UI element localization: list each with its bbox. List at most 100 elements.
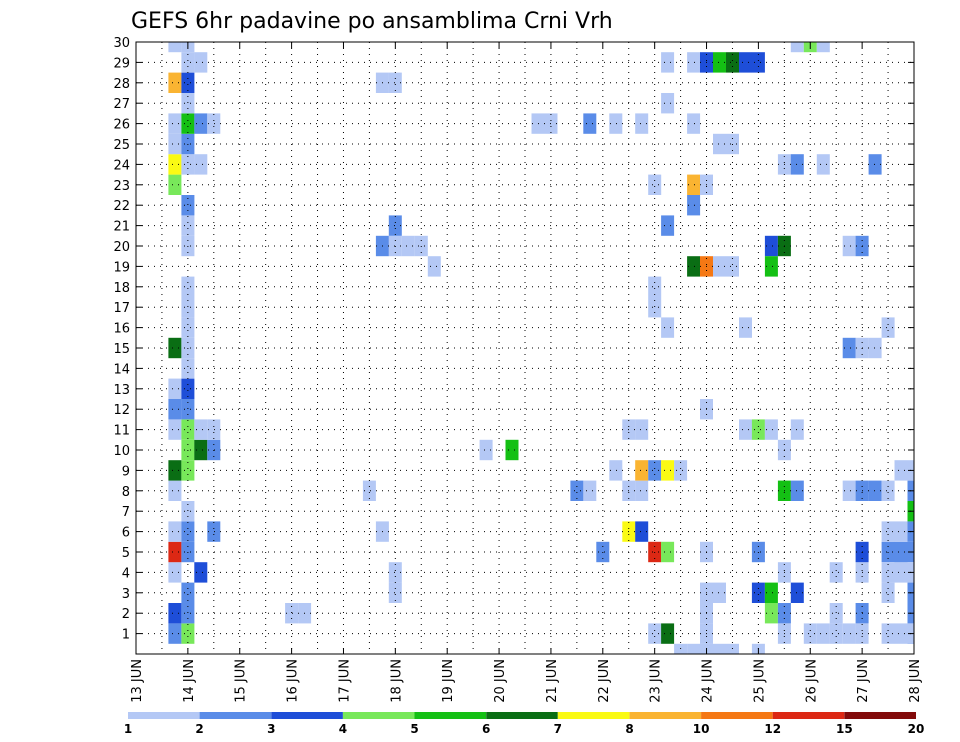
- heatmap-cell: [648, 276, 662, 297]
- heatmap-cell: [894, 623, 908, 644]
- heatmap-cell: [661, 93, 675, 114]
- x-tick-label: 26 JUN: [804, 659, 819, 703]
- heatmap-cell: [894, 460, 908, 481]
- heatmap-cell: [583, 480, 597, 501]
- heatmap-cell: [181, 378, 195, 399]
- heatmap-cell: [881, 521, 895, 542]
- y-tick-label: 13: [113, 383, 130, 398]
- heatmap-cell: [194, 419, 208, 440]
- heatmap-cell: [868, 337, 882, 359]
- heatmap-cell: [168, 399, 182, 420]
- legend-label: 7: [554, 722, 562, 736]
- heatmap-cell: [687, 52, 701, 73]
- heatmap-cell: [168, 480, 182, 501]
- heatmap-cell: [674, 460, 688, 481]
- y-tick-label: 17: [113, 301, 130, 316]
- heatmap-cell: [181, 399, 195, 420]
- heatmap-cell: [713, 133, 726, 155]
- heatmap-cell: [764, 582, 778, 603]
- heatmap-cell: [687, 256, 701, 277]
- heatmap-cell: [207, 521, 221, 542]
- y-tick-label: 15: [113, 342, 130, 357]
- heatmap-cell: [816, 154, 830, 175]
- heatmap-cell: [168, 337, 182, 359]
- heatmap-cell: [648, 174, 662, 195]
- heatmap-cell: [207, 113, 221, 134]
- legend-swatch: [342, 712, 415, 719]
- legend-label: 8: [625, 722, 633, 736]
- heatmap-cell: [816, 623, 830, 644]
- legend-swatch: [557, 712, 630, 719]
- y-tick-label: 9: [122, 464, 130, 479]
- x-tick-label: 22 JUN: [597, 659, 612, 703]
- legend-swatch: [844, 712, 916, 719]
- heatmap-cell: [609, 113, 623, 134]
- x-tick-label: 28 JUN: [908, 659, 923, 703]
- heatmap-cell: [816, 42, 830, 53]
- heatmap-cell: [881, 582, 895, 603]
- heatmap-cell: [194, 562, 208, 583]
- y-tick-label: 18: [113, 281, 130, 296]
- heatmap-cell: [881, 623, 895, 644]
- y-axis: 1234567891011121314151617181920212223242…: [113, 36, 914, 643]
- heatmap-cell: [868, 480, 882, 501]
- y-tick-label: 28: [113, 77, 130, 92]
- heatmap-cell: [181, 317, 195, 338]
- heatmap-cell: [168, 154, 182, 175]
- x-tick-label: 15 JUN: [234, 659, 249, 703]
- heatmap-cell: [168, 378, 182, 399]
- x-tick-label: 19 JUN: [441, 659, 456, 703]
- legend-swatch: [271, 712, 343, 719]
- legend-label: 2: [195, 722, 203, 736]
- heatmap-cell: [894, 562, 908, 583]
- heatmap-cell: [790, 154, 804, 175]
- x-tick-label: 14 JUN: [182, 659, 197, 703]
- heatmap-cell: [207, 419, 221, 440]
- x-tick-label: 23 JUN: [649, 659, 664, 703]
- heatmap-cell: [648, 460, 662, 481]
- x-tick-label: 13 JUN: [130, 659, 145, 703]
- heatmap-cell: [583, 113, 597, 134]
- y-tick-label: 1: [122, 628, 130, 643]
- heatmap-cell: [790, 42, 804, 53]
- heatmap-cell: [194, 113, 208, 134]
- heatmap-cell: [751, 582, 765, 603]
- heatmap-cell: [194, 439, 208, 461]
- y-tick-label: 5: [122, 546, 130, 561]
- x-tick-label: 20 JUN: [493, 659, 508, 703]
- y-tick-label: 11: [113, 424, 130, 439]
- x-tick-label: 16 JUN: [286, 659, 301, 703]
- heatmap-cell: [388, 582, 402, 603]
- heatmap-cell: [181, 623, 195, 644]
- heatmap-cell: [739, 419, 752, 440]
- heatmap-cell: [285, 603, 299, 624]
- heatmap-cell: [168, 72, 182, 93]
- heatmap-cell: [726, 52, 739, 73]
- heatmap-cell: [168, 541, 182, 563]
- heatmap-cell: [181, 521, 195, 542]
- legend-label: 5: [410, 722, 418, 736]
- heatmap-cell: [764, 256, 778, 277]
- legend-swatch: [486, 712, 558, 719]
- heatmap-cell: [168, 460, 182, 481]
- y-tick-label: 12: [113, 403, 130, 418]
- heatmap-cell: [687, 113, 701, 134]
- heatmap-cell: [829, 603, 843, 624]
- legend-label: 10: [693, 722, 710, 736]
- y-tick-label: 2: [122, 607, 130, 622]
- heatmap-cell: [181, 297, 195, 318]
- y-tick-label: 7: [122, 505, 130, 520]
- legend-label: 3: [267, 722, 275, 736]
- heatmap-cell: [713, 52, 726, 73]
- y-tick-label: 20: [113, 240, 130, 255]
- y-tick-label: 26: [113, 118, 130, 133]
- heatmap-cell: [168, 113, 182, 134]
- heatmap-cell: [842, 337, 856, 359]
- legend-label: 1: [124, 722, 132, 736]
- y-tick-label: 22: [113, 199, 130, 214]
- heatmap-cell: [181, 154, 195, 175]
- y-tick-label: 10: [113, 444, 130, 459]
- heatmap-cell: [181, 358, 195, 379]
- heatmap-cell: [687, 643, 701, 654]
- heatmap-cell: [181, 52, 195, 73]
